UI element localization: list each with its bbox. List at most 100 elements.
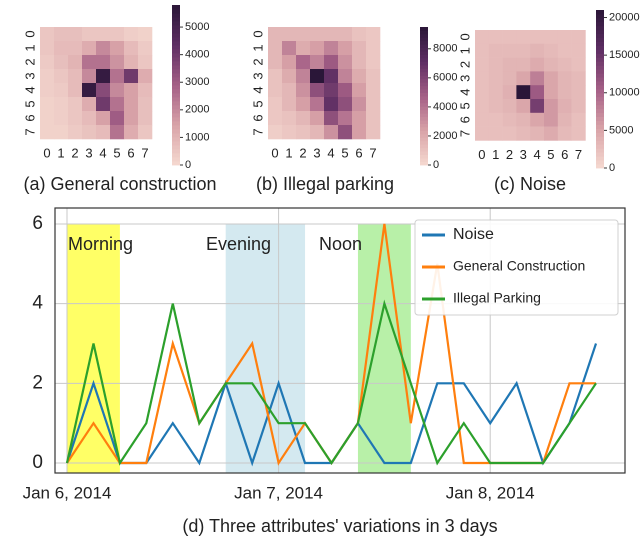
heat-cell — [530, 99, 545, 114]
heat-cell — [296, 97, 311, 112]
heat-cell — [502, 112, 517, 127]
colorbar-segment — [596, 89, 604, 94]
heat-cell — [310, 83, 325, 98]
heat-cell — [40, 27, 55, 42]
x-tick-label: 7 — [575, 147, 582, 162]
heat-cell — [40, 55, 55, 70]
heat-cell — [571, 30, 586, 45]
colorbar-segment — [420, 106, 428, 111]
heat-cell — [338, 27, 353, 42]
heat-cell — [475, 30, 490, 45]
legend-box — [414, 219, 619, 316]
colorbar-segment — [596, 65, 604, 70]
heat-cell — [571, 43, 586, 58]
heat-cell — [268, 97, 283, 112]
heat-cell — [338, 41, 353, 56]
heat-cell — [310, 27, 325, 42]
heat-cell — [557, 71, 572, 86]
colorbar-tick-label: 4000 — [185, 49, 209, 61]
colorbar-segment — [420, 44, 428, 49]
colorbar-segment — [172, 141, 180, 146]
x-tick-label: 4 — [533, 147, 540, 162]
colorbar-segment — [420, 133, 428, 138]
heat-cell — [516, 112, 531, 127]
heat-cell — [110, 69, 125, 84]
heat-cell — [338, 69, 353, 84]
colorbar-segment — [596, 10, 604, 15]
x-tick-label: 6 — [355, 145, 362, 160]
colorbar-segment — [420, 68, 428, 73]
heat-cell — [530, 85, 545, 100]
colorbar-segment — [172, 9, 180, 14]
colorbar-segment — [172, 129, 180, 134]
colorbar-segment — [420, 102, 428, 107]
heat-cell — [124, 83, 139, 98]
x-tick-label: Jan 7, 2014 — [234, 483, 323, 502]
heat-cell — [124, 69, 139, 84]
heat-cell — [282, 111, 297, 126]
heat-cell — [68, 69, 83, 84]
colorbar-segment — [420, 30, 428, 35]
heat-cell — [557, 57, 572, 72]
heat-cell — [530, 57, 545, 72]
colorbar-tick-label: 8000 — [433, 43, 457, 55]
colorbar-segment — [596, 96, 604, 102]
heat-cell — [475, 112, 490, 127]
y-tick-label: 3 — [250, 72, 265, 79]
heat-cell — [282, 83, 297, 98]
colorbar-segment — [420, 33, 428, 38]
heat-cell — [110, 55, 125, 70]
heat-cell — [310, 125, 325, 140]
y-tick-label: 2 — [250, 58, 265, 65]
heat-cell — [138, 41, 153, 56]
x-tick-label: 5 — [341, 145, 348, 160]
heat-cell — [268, 27, 283, 42]
heat-cell — [544, 57, 559, 72]
heat-cell — [502, 57, 517, 72]
colorbar-segment — [596, 148, 604, 153]
heat-cell — [516, 126, 531, 141]
heat-cell — [138, 69, 153, 84]
y-tick-label: 7 — [250, 128, 265, 135]
heat-cell — [475, 85, 490, 100]
colorbar-segment — [420, 120, 428, 124]
colorbar-segment — [596, 128, 604, 133]
heat-cell — [138, 97, 153, 112]
x-tick-label: 0 — [271, 145, 278, 160]
y-tick-label: 0 — [250, 30, 265, 37]
colorbar-segment — [420, 113, 428, 118]
y-tick-label: 4 — [250, 86, 265, 93]
x-tick-label: Jan 6, 2014 — [23, 483, 112, 502]
heat-cell — [324, 55, 339, 70]
x-tick-label: 2 — [506, 147, 513, 162]
heat-cell — [366, 55, 381, 70]
colorbar-segment — [420, 96, 428, 100]
heat-cell — [282, 41, 297, 56]
colorbar-segment — [172, 93, 180, 98]
heat-cell — [324, 111, 339, 126]
heat-cell — [40, 69, 55, 84]
colorbar-segment — [172, 153, 180, 158]
colorbar-tick-label: 10000 — [609, 87, 640, 99]
colorbar-segment — [420, 137, 428, 142]
heat-cell — [310, 41, 325, 56]
colorbar-segment — [596, 104, 604, 110]
y-tick-label: 4 — [32, 293, 43, 314]
heat-cell — [338, 111, 353, 126]
colorbar-segment — [172, 69, 180, 74]
colorbar-segment — [420, 89, 428, 93]
heat-cell — [352, 125, 367, 140]
colorbar-segment — [172, 29, 180, 34]
colorbar-segment — [420, 64, 428, 69]
y-tick-label: 1 — [250, 44, 265, 51]
heat-cell — [488, 99, 503, 114]
heat-cell — [82, 97, 97, 112]
colorbar-segment — [596, 132, 604, 137]
legend-label: Illegal Parking — [453, 290, 541, 306]
heat-cell — [571, 126, 586, 141]
heat-cell — [282, 55, 297, 70]
heat-cell — [54, 111, 69, 126]
heat-cell — [516, 71, 531, 86]
heat-cell — [502, 99, 517, 114]
heat-cell — [324, 41, 339, 56]
